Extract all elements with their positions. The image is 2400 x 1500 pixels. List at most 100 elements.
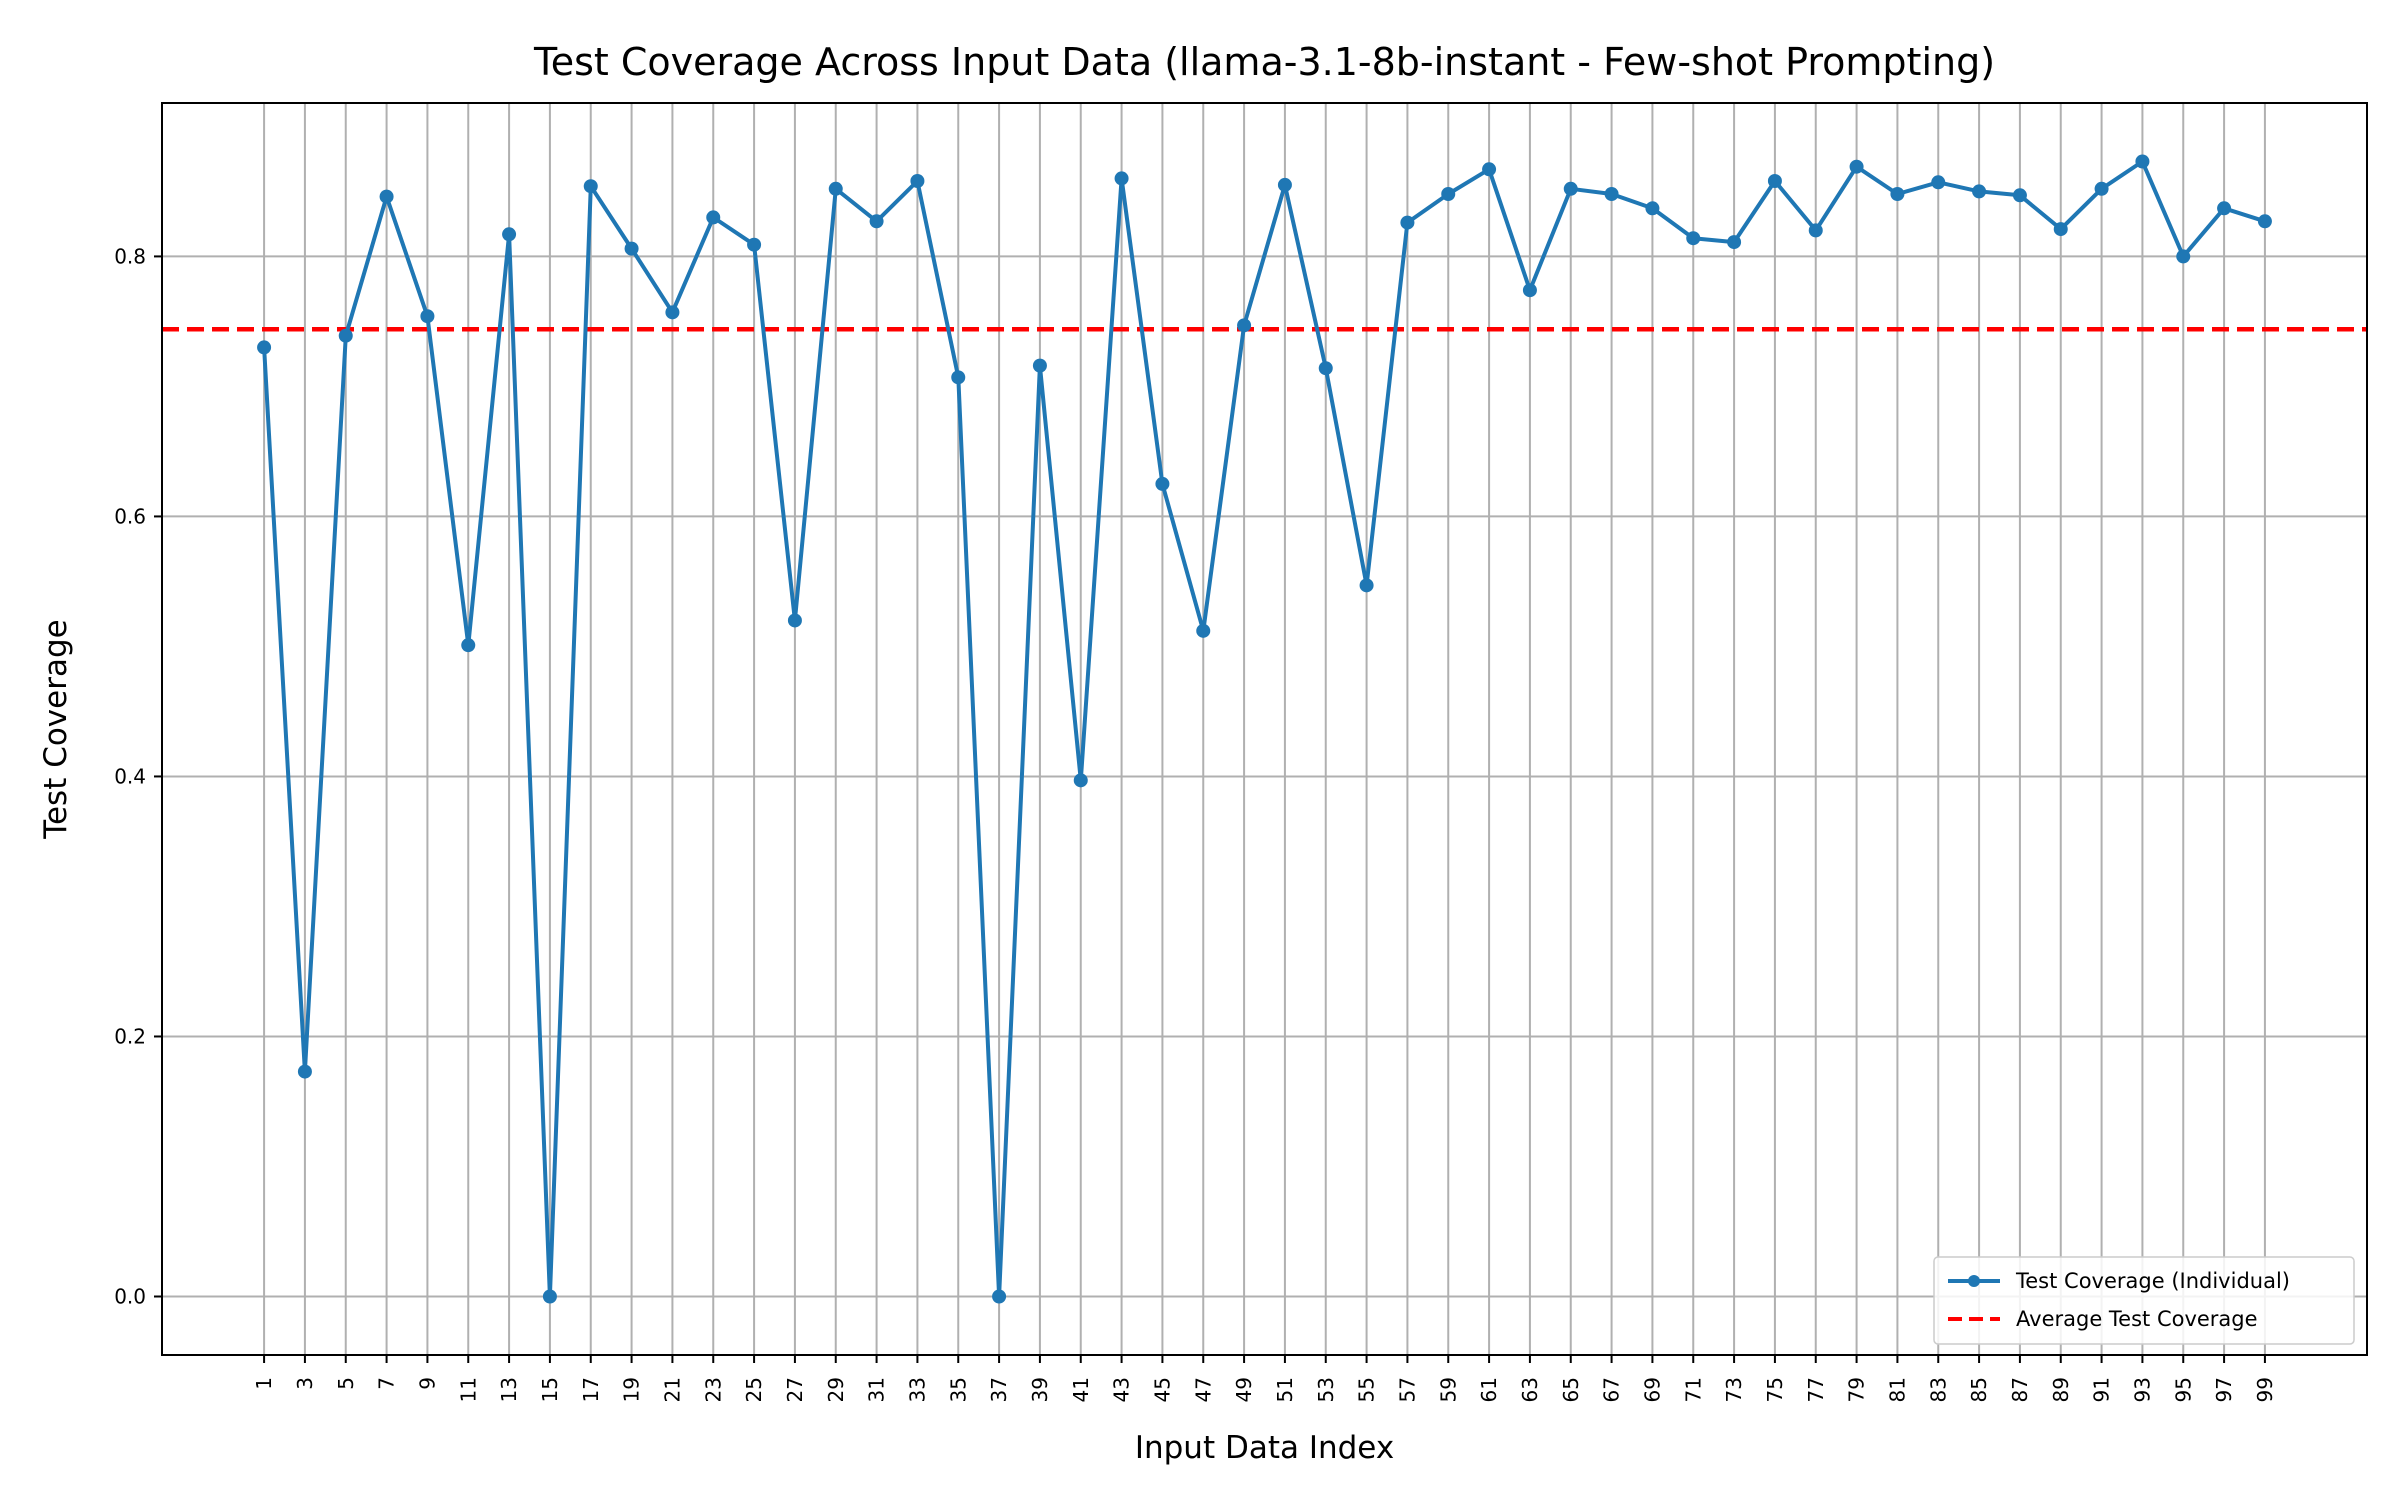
x-tick-label: 75 [1763,1377,1787,1402]
data-point [1849,159,1864,174]
x-tick-label: 9 [415,1377,439,1390]
x-tick-label: 91 [2090,1377,2114,1402]
data-point [2217,201,2232,216]
data-point [1890,187,1905,202]
chart-title: Test Coverage Across Input Data (llama-3… [533,40,1995,84]
x-tick-label: 79 [1845,1377,1869,1402]
y-axis-ticks: 0.0 0.2 0.4 0.6 0.8 [114,244,162,1308]
data-point [297,1064,312,1079]
data-point [1237,318,1252,333]
data-point [624,241,639,256]
x-tick-label: 11 [456,1377,480,1402]
x-tick-label: 1 [252,1377,276,1390]
y-tick-label: 0.0 [114,1284,146,1308]
y-tick-label: 0.4 [114,764,146,788]
x-tick-label: 99 [2253,1377,2277,1402]
x-axis-label: Input Data Index [1135,1430,1394,1466]
data-point [1727,235,1742,250]
x-tick-label: 71 [1681,1377,1705,1402]
data-point [542,1289,557,1304]
x-tick-label: 83 [1926,1377,1950,1402]
data-point [1155,476,1170,491]
x-tick-label: 43 [1110,1377,1134,1402]
x-tick-label: 3 [293,1377,317,1390]
data-point [1073,773,1088,788]
x-tick-label: 49 [1232,1377,1256,1402]
data-point [1400,215,1415,230]
data-point [2135,154,2150,169]
x-tick-label: 13 [497,1377,521,1402]
data-point [379,189,394,204]
legend-box [1933,1256,2355,1345]
y-tick-label: 0.8 [114,244,146,268]
grid-lines [162,103,2367,1355]
data-point [583,179,598,194]
data-point [665,305,680,320]
data-point [2257,214,2272,229]
data-point [747,237,762,252]
data-point [1196,623,1211,638]
data-point [257,340,272,355]
x-axis-ticks: 1 3 5 7 9 11 13 15 17 19 21 23 25 27 29 31 33 35 37 39 41 43 4… [252,1355,2277,1402]
x-tick-label: 63 [1518,1377,1542,1402]
x-tick-label: 55 [1355,1377,1379,1402]
x-tick-label: 27 [783,1377,807,1402]
x-tick-label: 93 [2130,1377,2154,1402]
x-tick-label: 47 [1191,1377,1215,1402]
data-point [1686,231,1701,246]
x-tick-label: 7 [375,1377,399,1390]
data-point [951,370,966,385]
x-tick-label: 57 [1395,1377,1419,1402]
data-point [461,638,476,653]
data-point [910,174,925,189]
legend-series-label: Test Coverage (Individual) [2015,1269,2290,1293]
data-point [1604,187,1619,202]
y-tick-label: 0.2 [114,1024,146,1048]
x-tick-label: 39 [1028,1377,1052,1402]
x-tick-label: 81 [1885,1377,1909,1402]
x-tick-label: 51 [1273,1377,1297,1402]
data-point [1441,187,1456,202]
data-point [2053,222,2068,237]
plot-area-frame [161,102,2368,1356]
x-tick-label: 31 [865,1377,889,1402]
data-point [1645,201,1660,216]
data-point [1032,358,1047,373]
x-tick-label: 77 [1804,1377,1828,1402]
legend-series-marker [1968,1275,1980,1287]
data-point [1808,223,1823,238]
data-point [1522,283,1537,298]
x-tick-label: 95 [2171,1377,2195,1402]
x-tick-label: 33 [905,1377,929,1402]
data-point [1767,174,1782,189]
x-tick-label: 23 [701,1377,725,1402]
data-point [1114,171,1129,186]
x-tick-label: 17 [579,1377,603,1402]
x-tick-label: 67 [1600,1377,1624,1402]
x-tick-label: 89 [2049,1377,2073,1402]
x-tick-label: 41 [1069,1377,1093,1402]
x-tick-label: 19 [620,1377,644,1402]
y-axis-label: Test Coverage [38,619,74,839]
x-tick-label: 21 [660,1377,684,1402]
data-point [1277,177,1292,192]
data-point [1359,578,1374,593]
x-tick-label: 45 [1150,1377,1174,1402]
x-tick-label: 35 [946,1377,970,1402]
x-tick-label: 85 [1967,1377,1991,1402]
series-line [262,159,2266,1299]
x-tick-label: 61 [1477,1377,1501,1402]
series-layer [257,154,2272,1304]
x-tick-label: 69 [1640,1377,1664,1402]
data-point [502,227,517,242]
x-tick-label: 65 [1559,1377,1583,1402]
x-tick-label: 73 [1722,1377,1746,1402]
x-tick-label: 53 [1314,1377,1338,1402]
x-tick-label: 37 [987,1377,1011,1402]
legend: Test Coverage (Individual) Average Test … [1933,1256,2355,1345]
data-point [1318,361,1333,376]
data-point [2012,188,2027,203]
x-tick-label: 87 [2008,1377,2032,1402]
data-point [420,309,435,324]
